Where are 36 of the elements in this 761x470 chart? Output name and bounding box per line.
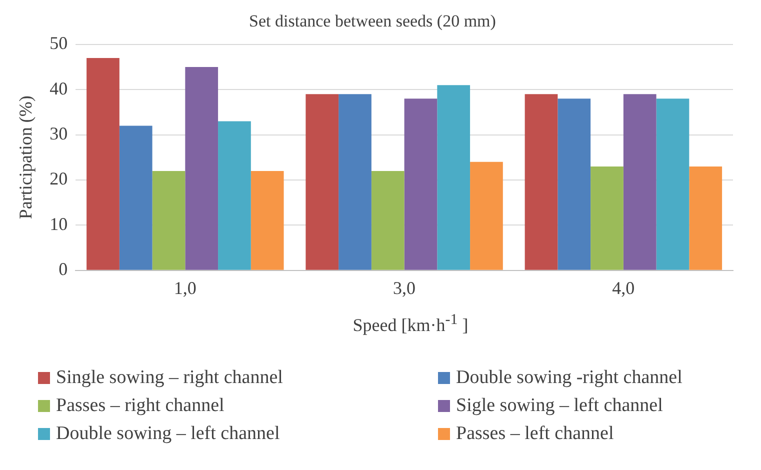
y-tick-label: 40 bbox=[50, 78, 68, 98]
legend-label: Double sowing -right channel bbox=[456, 367, 682, 389]
bar bbox=[558, 98, 591, 270]
bar bbox=[590, 166, 624, 270]
x-tick-label: 3,0 bbox=[393, 278, 416, 298]
y-axis-title: Participation (%) bbox=[16, 96, 36, 220]
bar bbox=[250, 170, 284, 270]
y-tick-label: 0 bbox=[58, 259, 68, 280]
y-tick-label: 20 bbox=[50, 168, 68, 189]
y-tick-label: 50 bbox=[50, 33, 68, 54]
bar bbox=[371, 170, 404, 270]
legend-label: Double sowing – left channel bbox=[56, 423, 280, 445]
bar bbox=[338, 94, 372, 270]
bar bbox=[656, 98, 690, 270]
legend-label: Passes – right channel bbox=[56, 395, 224, 417]
chart-title: Set distance between seeds (20 mm) bbox=[249, 12, 496, 31]
bar bbox=[689, 166, 722, 270]
bar bbox=[306, 94, 339, 270]
x-tick-label: 1,0 bbox=[174, 278, 196, 298]
bar bbox=[86, 58, 120, 270]
bar bbox=[437, 85, 470, 270]
bar bbox=[152, 170, 186, 270]
legend-label: Sigle sowing – left channel bbox=[456, 395, 663, 417]
bar bbox=[218, 121, 251, 270]
x-axis-title: Speed [km·h$^{-1}$ ] bbox=[352, 311, 470, 337]
legend-label: Single sowing – right channel bbox=[56, 367, 283, 389]
y-tick-label: 10 bbox=[50, 214, 68, 234]
legend-label: Passes – left channel bbox=[456, 423, 614, 445]
x-tick-label: 4,0 bbox=[612, 278, 635, 298]
bar bbox=[119, 126, 152, 270]
bar bbox=[623, 94, 656, 270]
bar bbox=[404, 98, 438, 270]
bar bbox=[524, 94, 558, 270]
bar bbox=[185, 67, 218, 270]
y-tick-label: 30 bbox=[50, 124, 68, 144]
bar bbox=[470, 162, 503, 270]
